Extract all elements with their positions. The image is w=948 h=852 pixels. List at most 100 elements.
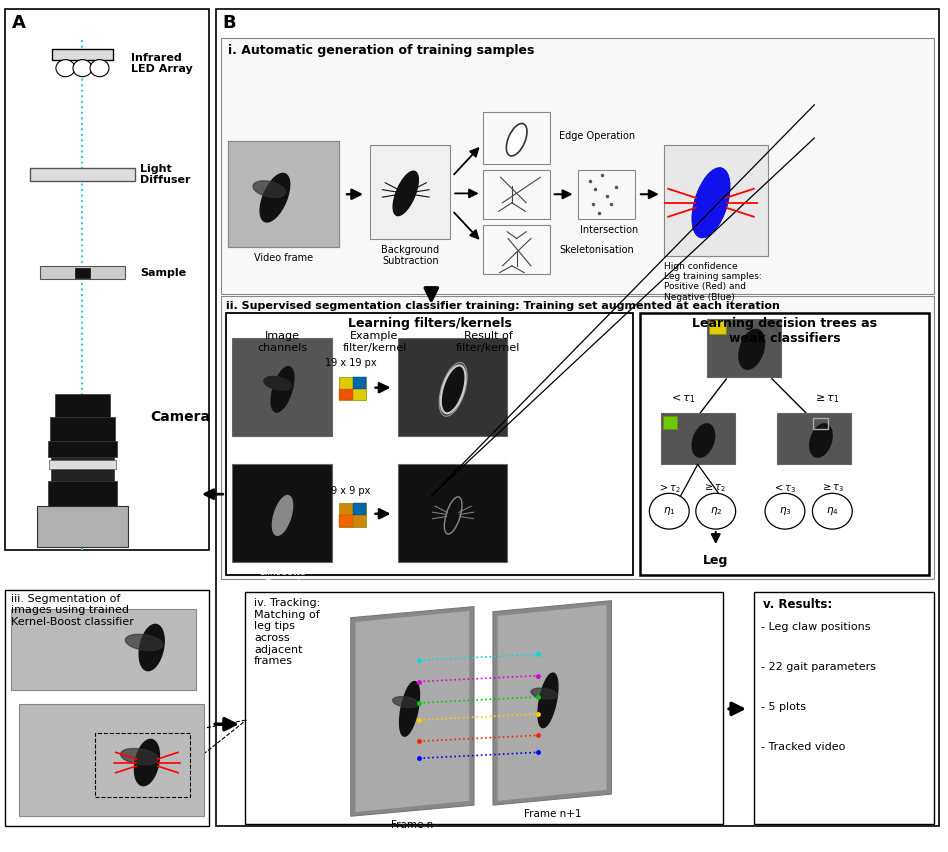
Bar xyxy=(216,9,939,826)
Bar xyxy=(52,49,113,60)
Text: Original Image
Channel: Original Image Channel xyxy=(249,442,316,462)
Bar xyxy=(37,506,128,547)
Bar xyxy=(661,413,735,464)
Bar xyxy=(640,313,929,575)
Text: Frame n: Frame n xyxy=(392,820,433,830)
Text: $\eta_2$: $\eta_2$ xyxy=(709,505,722,517)
Bar xyxy=(48,481,117,506)
Text: Background
Subtraction: Background Subtraction xyxy=(381,245,440,266)
Text: iv. Tracking:
Matching of
leg tips
across
adjacent
frames: iv. Tracking: Matching of leg tips acros… xyxy=(254,598,320,666)
Bar xyxy=(353,377,366,389)
Bar xyxy=(339,515,353,527)
Bar xyxy=(228,141,339,247)
Circle shape xyxy=(73,60,92,77)
Text: 19 x 19 px: 19 x 19 px xyxy=(325,358,376,368)
Bar xyxy=(339,377,366,400)
Text: $\eta_3$: $\eta_3$ xyxy=(778,505,792,517)
Bar xyxy=(754,592,934,824)
Ellipse shape xyxy=(264,377,292,390)
Bar xyxy=(48,441,117,457)
Text: $\eta_4$: $\eta_4$ xyxy=(826,505,839,517)
Bar xyxy=(483,112,550,164)
Ellipse shape xyxy=(399,682,420,736)
Text: Light
Diffuser: Light Diffuser xyxy=(140,164,191,186)
Text: $\geq \tau_1$: $\geq \tau_1$ xyxy=(813,392,840,406)
Ellipse shape xyxy=(120,748,158,765)
Circle shape xyxy=(812,493,852,529)
Bar xyxy=(398,464,507,562)
Bar xyxy=(95,733,190,797)
Ellipse shape xyxy=(135,740,159,786)
Text: $\geq \tau_3$: $\geq \tau_3$ xyxy=(821,482,844,494)
Text: - 22 gait parameters: - 22 gait parameters xyxy=(761,662,876,672)
Circle shape xyxy=(696,493,736,529)
Ellipse shape xyxy=(441,366,465,413)
Bar xyxy=(228,141,339,247)
Ellipse shape xyxy=(531,688,557,699)
Circle shape xyxy=(649,493,689,529)
Text: Silhouette
Channel: Silhouette Channel xyxy=(259,568,306,588)
Text: - Tracked video: - Tracked video xyxy=(761,742,846,752)
Bar xyxy=(221,38,934,294)
Bar xyxy=(353,503,366,515)
Bar xyxy=(30,168,135,181)
Bar xyxy=(813,418,828,429)
Polygon shape xyxy=(493,601,611,805)
Ellipse shape xyxy=(272,496,293,535)
Bar xyxy=(707,319,781,377)
Polygon shape xyxy=(356,611,469,812)
Text: iii. Segmentation of
images using trained
Kernel-Boost classifier: iii. Segmentation of images using traine… xyxy=(11,594,135,627)
Circle shape xyxy=(56,60,75,77)
Ellipse shape xyxy=(445,497,462,534)
Text: High confidence
Leg training samples:
Positive (Red) and
Negative (Blue): High confidence Leg training samples: Po… xyxy=(664,262,761,302)
Text: $> \tau_2$: $> \tau_2$ xyxy=(658,482,681,495)
Text: Camera: Camera xyxy=(150,411,210,424)
Bar xyxy=(370,145,450,239)
Bar xyxy=(483,170,550,219)
Bar xyxy=(11,609,196,690)
Text: Learning filters/kernels: Learning filters/kernels xyxy=(348,317,511,330)
Ellipse shape xyxy=(139,625,164,671)
Bar xyxy=(55,394,110,417)
Bar xyxy=(663,416,677,429)
Bar xyxy=(5,590,209,826)
Bar xyxy=(709,320,726,334)
Bar xyxy=(50,417,115,441)
Bar xyxy=(40,266,125,279)
Text: Result of
filter/kernel: Result of filter/kernel xyxy=(456,331,520,353)
Text: - Leg claw positions: - Leg claw positions xyxy=(761,622,871,632)
Circle shape xyxy=(765,493,805,529)
Bar xyxy=(398,338,507,436)
Text: Intersection: Intersection xyxy=(580,225,638,235)
Text: Frame n+1: Frame n+1 xyxy=(524,809,581,820)
Ellipse shape xyxy=(506,124,527,156)
Bar xyxy=(5,9,209,550)
Ellipse shape xyxy=(692,168,730,238)
Bar xyxy=(245,592,723,824)
Text: Skeletonisation: Skeletonisation xyxy=(559,245,634,255)
Bar xyxy=(339,389,353,400)
Bar xyxy=(19,704,204,816)
Bar xyxy=(232,464,332,562)
Bar xyxy=(75,268,90,278)
Text: Learning decision trees as
weak classifiers: Learning decision trees as weak classifi… xyxy=(692,317,878,345)
Ellipse shape xyxy=(538,673,558,728)
Text: $\geq \tau_2$: $\geq \tau_2$ xyxy=(703,482,726,494)
Bar xyxy=(226,313,633,575)
Bar xyxy=(339,503,366,527)
Text: Video frame: Video frame xyxy=(254,253,313,263)
Bar xyxy=(221,296,934,579)
Ellipse shape xyxy=(271,366,294,412)
Text: Edge Operation: Edge Operation xyxy=(559,131,635,141)
Text: A: A xyxy=(12,14,27,32)
Circle shape xyxy=(90,60,109,77)
Bar xyxy=(664,145,768,256)
Polygon shape xyxy=(498,605,607,801)
Text: v. Results:: v. Results: xyxy=(763,598,832,611)
Text: Sample: Sample xyxy=(140,268,187,278)
Text: Leg: Leg xyxy=(703,554,728,567)
Bar xyxy=(49,460,116,469)
Bar xyxy=(232,338,332,436)
Ellipse shape xyxy=(738,330,765,369)
Ellipse shape xyxy=(393,171,418,216)
